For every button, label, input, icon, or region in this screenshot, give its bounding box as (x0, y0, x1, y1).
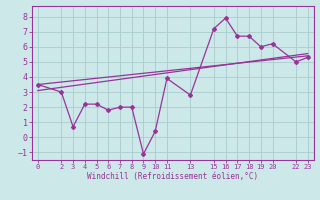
X-axis label: Windchill (Refroidissement éolien,°C): Windchill (Refroidissement éolien,°C) (87, 172, 258, 181)
